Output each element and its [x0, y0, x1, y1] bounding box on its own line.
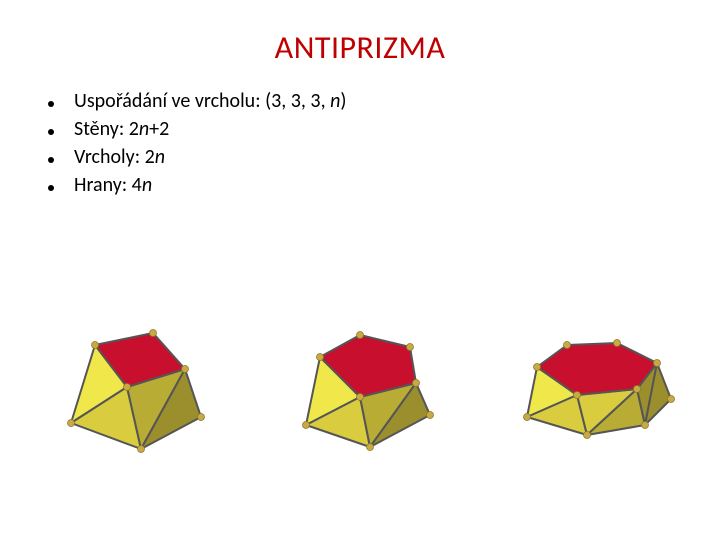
- bullet-text: Hrany: 4n: [74, 173, 152, 197]
- bullet-text: Vrcholy: 2n: [74, 145, 165, 169]
- list-item: Stěny: 2n+2: [48, 117, 720, 141]
- bullet-dot-icon: [48, 185, 54, 191]
- figure-row: [0, 300, 720, 480]
- bullet-list: Uspořádání ve vrcholu: (3, 3, 3, n) Stěn…: [48, 89, 720, 197]
- bullet-text: Stěny: 2n+2: [74, 117, 169, 141]
- page-title: ANTIPRIZMA: [0, 0, 720, 67]
- antiprism-figure-pentagon: [260, 300, 460, 480]
- bullet-dot-icon: [48, 101, 54, 107]
- bullet-text: Uspořádání ve vrcholu: (3, 3, 3, n): [74, 89, 346, 113]
- bullet-dot-icon: [48, 129, 54, 135]
- list-item: Vrcholy: 2n: [48, 145, 720, 169]
- antiprism-figure-square: [33, 300, 233, 480]
- list-item: Hrany: 4n: [48, 173, 720, 197]
- bullet-dot-icon: [48, 157, 54, 163]
- list-item: Uspořádání ve vrcholu: (3, 3, 3, n): [48, 89, 720, 113]
- antiprism-figure-hexagon: [487, 300, 687, 480]
